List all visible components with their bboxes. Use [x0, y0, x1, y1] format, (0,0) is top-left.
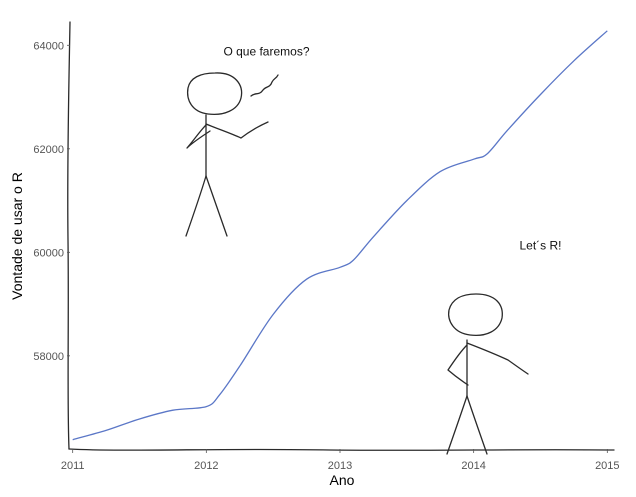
annotation-lets-r: Let´s R! [519, 239, 561, 253]
y-tick-label: 62000 [33, 144, 64, 156]
figure-2-arm-right [466, 342, 529, 375]
figure-2-head [448, 293, 503, 337]
figure-1-arm-left [186, 124, 211, 149]
x-axis-title: Ano [330, 472, 355, 488]
series-line [72, 30, 608, 441]
y-tick-labels: 58000 60000 62000 64000 [33, 40, 70, 363]
stick-figure-cheering [446, 293, 529, 455]
figure-1-thought-squiggle [250, 74, 279, 97]
x-axis-line [68, 448, 615, 451]
figure-1-leg-left [185, 175, 207, 237]
x-tick-labels: 2011 2012 2013 2014 2015 [61, 449, 620, 472]
stick-figure-thinking [185, 72, 279, 237]
series-layer [72, 30, 608, 441]
figure-2-leg-right [466, 395, 488, 455]
figure-1-leg-right [205, 175, 228, 237]
figure-1-head [186, 72, 243, 116]
y-tick-label: 58000 [33, 351, 64, 363]
annotation-o-que-faremos: O que faremos? [223, 45, 309, 59]
x-tick-label: 2012 [194, 460, 218, 472]
y-tick-label: 60000 [33, 247, 64, 259]
y-axis-line [67, 21, 71, 450]
figure-2-leg-left [446, 395, 468, 455]
x-tick-label: 2013 [328, 460, 352, 472]
x-tick-label: 2014 [461, 460, 485, 472]
figure-1-arm-right [205, 121, 269, 139]
y-axis-title: Vontade de usar o R [9, 172, 25, 300]
figure-2-arm-left [447, 344, 469, 386]
y-tick-label: 64000 [33, 40, 64, 52]
x-tick-label: 2015 [595, 460, 619, 472]
x-tick-label: 2011 [61, 460, 85, 472]
